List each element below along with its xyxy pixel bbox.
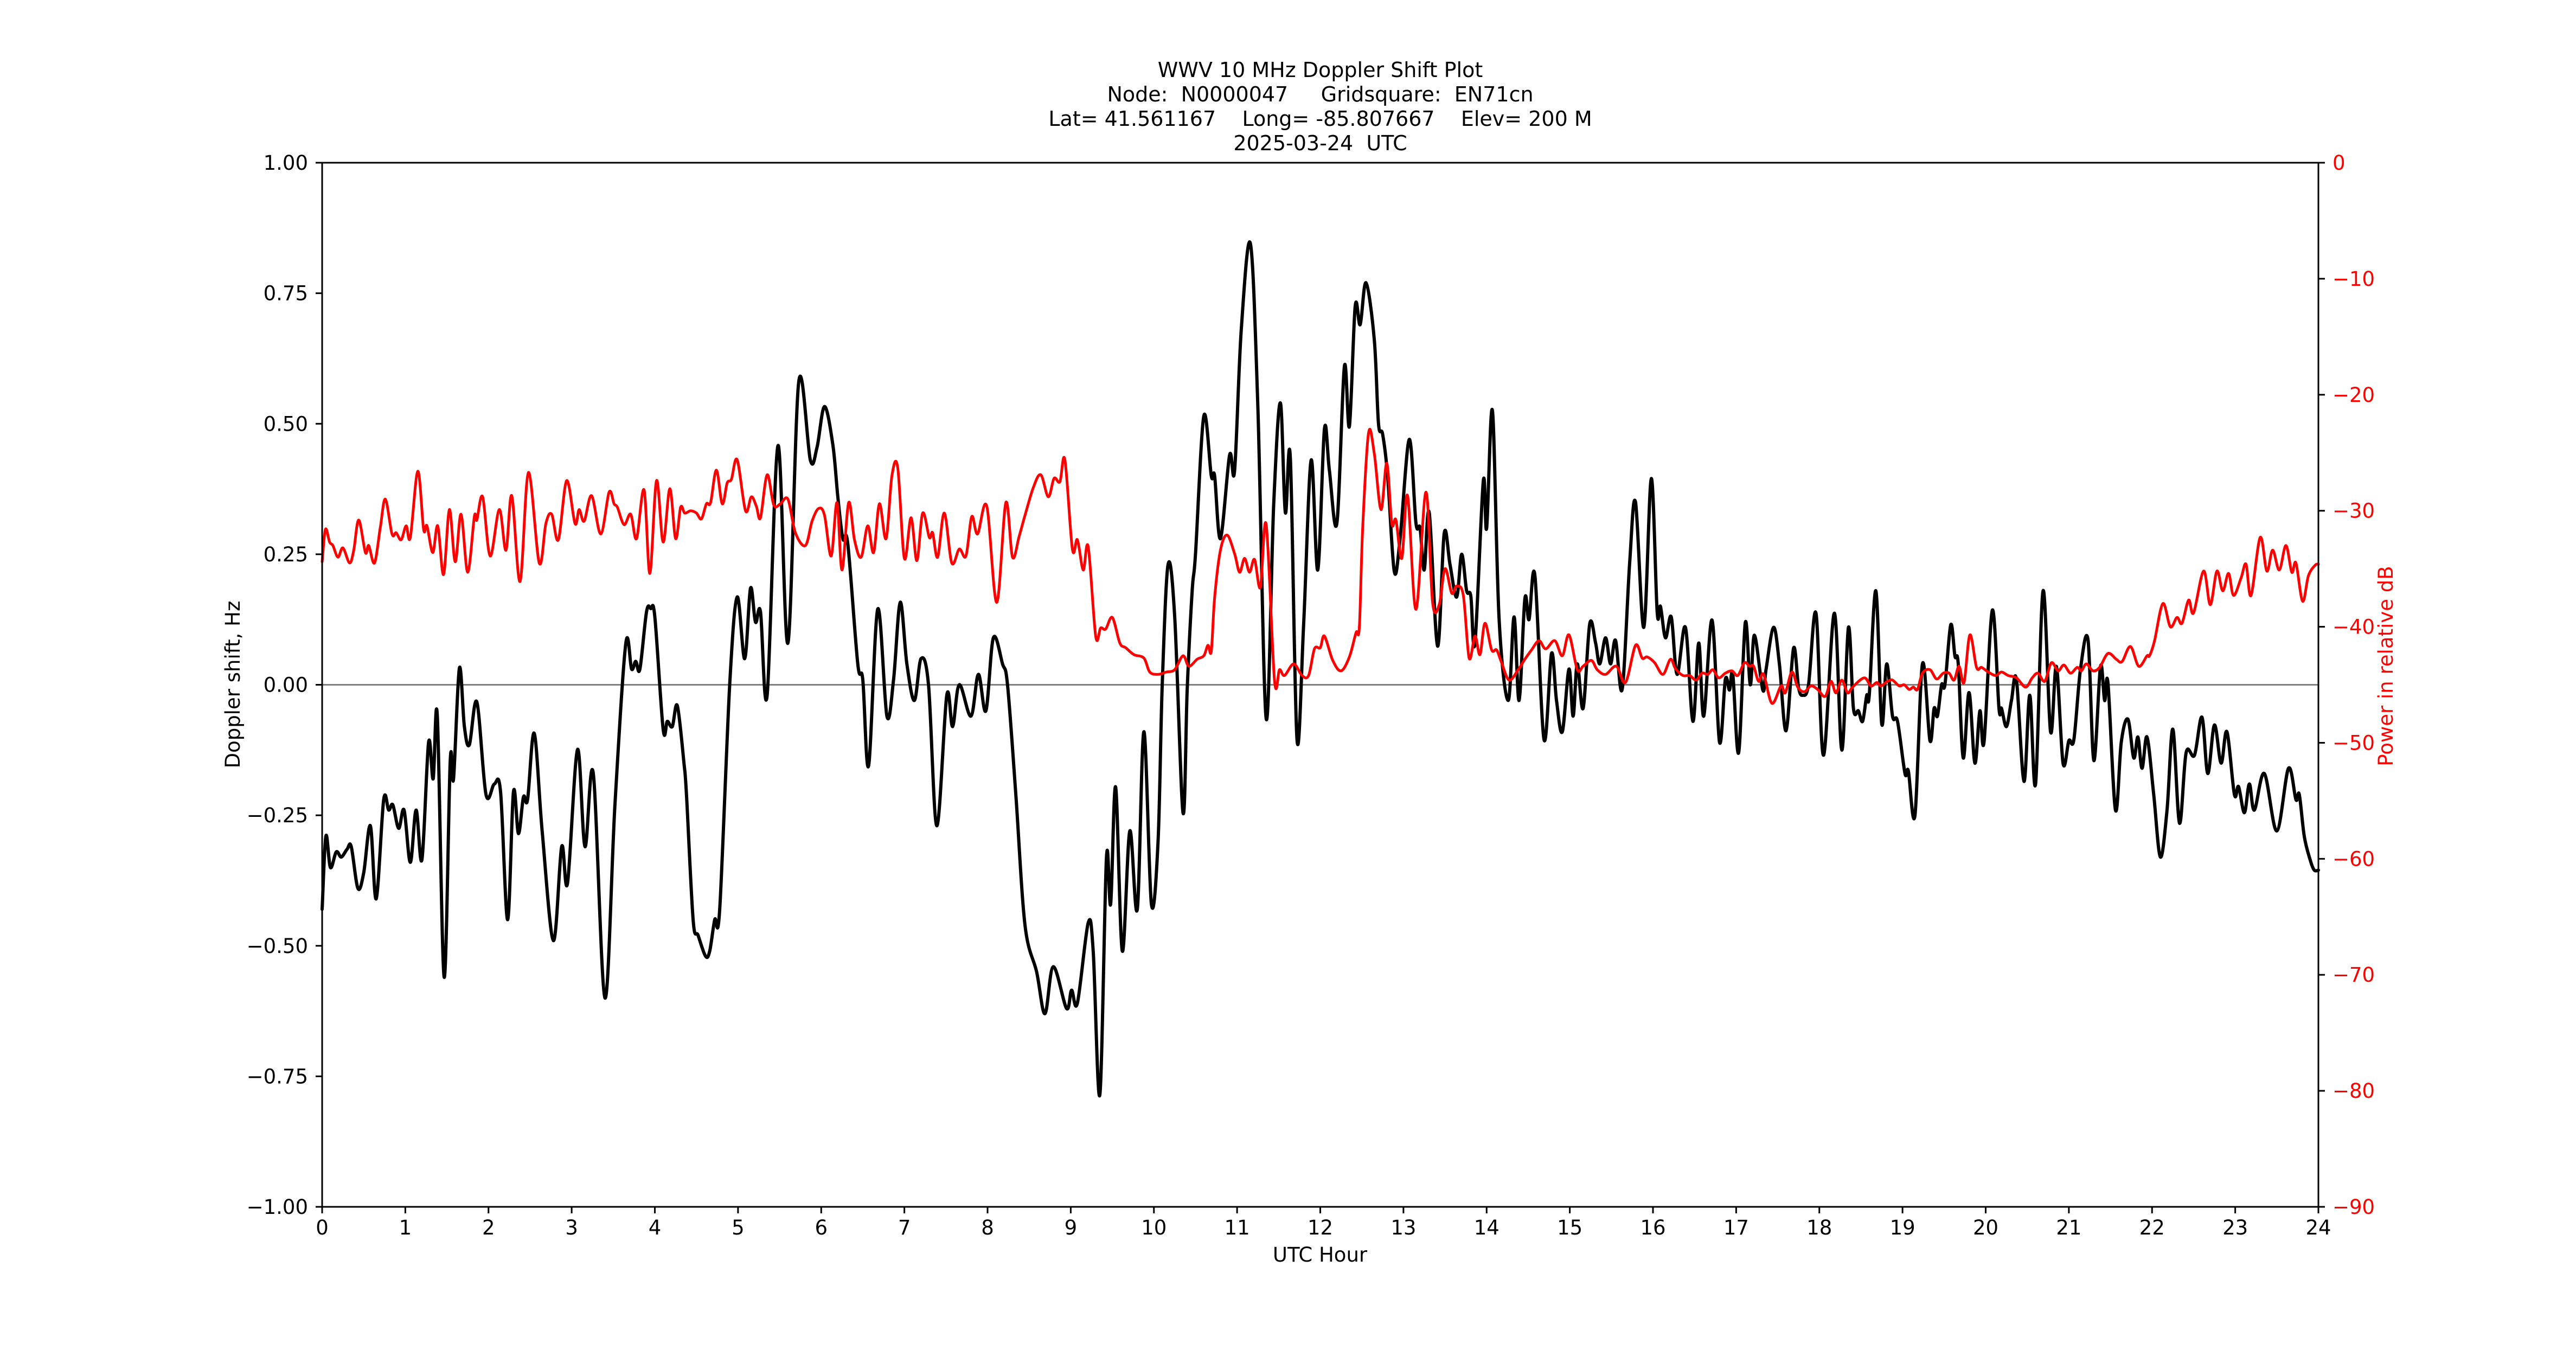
x-tick-label: 18 [1806,1216,1832,1239]
y-right-tick-label: −50 [2333,731,2375,754]
x-tick-label: 0 [316,1216,329,1239]
y-left-tick-label: 0.50 [264,412,308,436]
x-tick-label: 24 [2305,1216,2331,1239]
power-series-line [321,427,2320,705]
x-tick-label: 12 [1308,1216,1333,1239]
x-tick-label: 16 [1640,1216,1665,1239]
x-tick-label: 6 [815,1216,828,1239]
x-tick-label: 5 [732,1216,745,1239]
y-right-tick-label: −10 [2333,267,2375,291]
x-tick-label: 15 [1557,1216,1582,1239]
x-tick-label: 2 [482,1216,495,1239]
x-tick-label: 20 [1973,1216,1998,1239]
y-left-tick-label: −0.25 [247,804,308,827]
x-tick-label: 23 [2222,1216,2248,1239]
y-right-tick-label: −20 [2333,383,2375,407]
x-tick-label: 3 [565,1216,578,1239]
title-line-2: Node: N0000047 Gridsquare: EN71cn [1107,82,1534,106]
series-group [321,240,2320,1098]
y-right-tick-label: −70 [2333,963,2375,987]
x-tick-label: 4 [649,1216,662,1239]
x-tick-label: 9 [1065,1216,1078,1239]
y-axis-left-label: Doppler shift, Hz [221,601,245,769]
doppler-series-line [321,240,2320,1098]
x-tick-label: 21 [2056,1216,2081,1239]
x-tick-label: 7 [898,1216,911,1239]
y-right-tick-label: −80 [2333,1079,2375,1103]
x-axis-ticks: 0 1 2 3 4 5 6 7 8 9 10 11 12 13 14 15 16 17 18 19 20 21 22 23 24 [316,1207,2331,1239]
y-left-tick-label: 0.00 [264,674,308,697]
x-tick-label: 8 [981,1216,994,1239]
y-axis-right-label: Power in relative dB [2374,566,2398,766]
y-right-tick-label: −40 [2333,616,2375,639]
y-right-tick-label: −60 [2333,847,2375,871]
x-tick-label: 13 [1390,1216,1416,1239]
x-tick-label: 10 [1141,1216,1167,1239]
y-left-tick-label: −1.00 [247,1195,308,1219]
x-tick-label: 11 [1225,1216,1250,1239]
title-line-3: Lat= 41.561167 Long= -85.807667 Elev= 20… [1048,107,1592,131]
y-right-tick-label: 0 [2333,151,2346,175]
y-left-tick-label: −0.50 [247,935,308,958]
x-tick-label: 19 [1890,1216,1915,1239]
y-axis-right-ticks: 0 −10 −20 −30 −40 −50 −60 −70 −80 −90 [2318,151,2375,1219]
x-tick-label: 1 [399,1216,412,1239]
x-tick-label: 14 [1474,1216,1500,1239]
y-axis-left-ticks: 1.00 0.75 0.50 0.25 0.00 −0.25 −0.50 −0.75 −1.00 [247,151,322,1219]
x-axis-label: UTC Hour [1273,1243,1368,1267]
y-left-tick-label: −0.75 [247,1065,308,1088]
x-tick-label: 22 [2139,1216,2165,1239]
y-right-tick-label: −90 [2333,1195,2375,1219]
title-line-4: 2025-03-24 UTC [1233,131,1407,155]
x-tick-label: 17 [1723,1216,1749,1239]
y-left-tick-label: 0.25 [264,543,308,566]
y-right-tick-label: −30 [2333,500,2375,523]
y-left-tick-label: 0.75 [264,282,308,305]
title-line-1: WWV 10 MHz Doppler Shift Plot [1157,58,1483,82]
y-left-tick-label: 1.00 [264,151,308,175]
